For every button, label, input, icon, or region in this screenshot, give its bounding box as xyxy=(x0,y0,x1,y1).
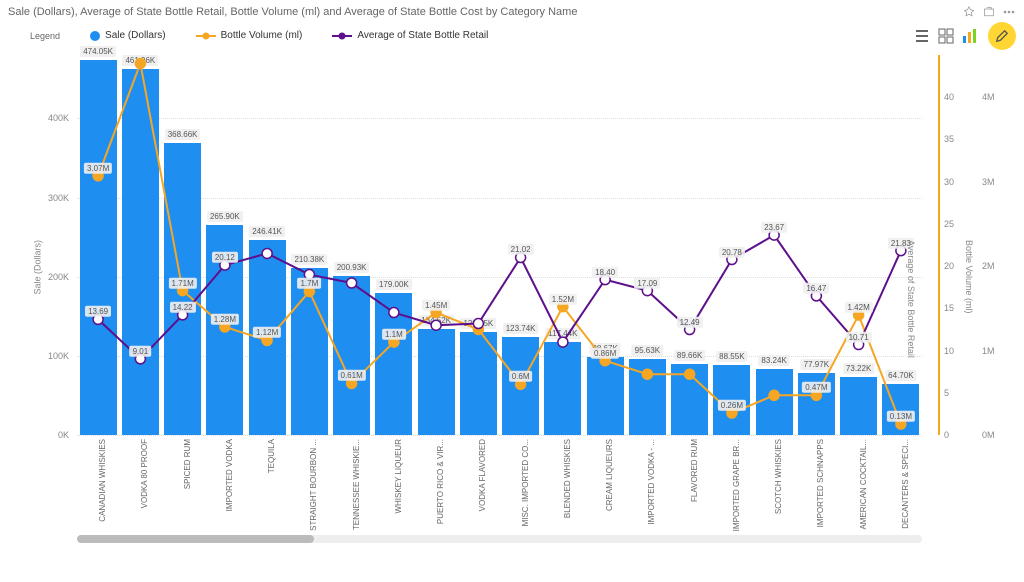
x-axis: CANADIAN WHISKIES VODKA 80 PROOF SPICED RU… xyxy=(77,437,922,532)
line-overlay xyxy=(77,55,922,435)
chart-title: Sale (Dollars), Average of State Bottle … xyxy=(8,6,577,18)
export-icon[interactable] xyxy=(982,5,996,19)
y-axis-right1-title: Average of State Bottle Retail xyxy=(906,240,916,358)
grid-view-icon[interactable] xyxy=(936,26,956,46)
y-tick: 0K xyxy=(58,430,69,440)
y-tick: 1M xyxy=(982,346,995,356)
x-tick-label: MISC. IMPORTED CO... xyxy=(521,439,530,526)
legend-swatch-icon xyxy=(90,31,100,41)
y-tick: 15 xyxy=(944,303,954,313)
x-tick-label: WHISKEY LIQUEUR xyxy=(394,439,403,514)
legend-swatch-icon xyxy=(332,35,352,37)
pin-icon[interactable] xyxy=(962,5,976,19)
x-tick-label: SPICED RUM xyxy=(183,439,192,489)
legend-text: Bottle Volume (ml) xyxy=(221,30,303,41)
x-tick-label: CANADIAN WHISKIES xyxy=(98,439,107,522)
chart-area: 0K 100K 200K 300K 400K Sale (Dollars) 474.05… xyxy=(2,45,1022,545)
y-tick: 25 xyxy=(944,219,954,229)
y-axis-right-retail: 0510152025303540 xyxy=(942,55,980,435)
legend-text: Average of State Bottle Retail xyxy=(357,30,488,41)
y-tick: 200K xyxy=(48,272,69,282)
x-tick-label: IMPORTED VODKA xyxy=(225,439,234,511)
legend-swatch-icon xyxy=(196,35,216,37)
y-tick: 40 xyxy=(944,92,954,102)
x-tick-label: VODKA FLAVORED xyxy=(478,439,487,511)
x-tick-label: PUERTO RICO & VIR... xyxy=(436,439,445,524)
x-tick-label: STRAIGHT BOURBON ... xyxy=(309,439,318,531)
x-tick-label: CREAM LIQUEURS xyxy=(605,439,614,511)
y-tick: 35 xyxy=(944,134,954,144)
y-axis-right2-title: Bottle Volume (ml) xyxy=(964,240,974,314)
y-tick: 20 xyxy=(944,261,954,271)
legend-item-sale[interactable]: Sale (Dollars) xyxy=(90,30,166,41)
x-tick-label: IMPORTED VODKA - ... xyxy=(647,439,656,525)
y-tick: 5 xyxy=(944,388,949,398)
y-axis-left-title: Sale (Dollars) xyxy=(32,240,42,295)
y-tick: 3M xyxy=(982,177,995,187)
legend-item-retail[interactable]: Average of State Bottle Retail xyxy=(332,30,488,41)
more-icon[interactable] xyxy=(1002,5,1016,19)
x-tick-label: DECANTERS & SPECI... xyxy=(901,439,910,529)
y-tick: 4M xyxy=(982,92,995,102)
x-tick-label: IMPORTED GRAPE BR... xyxy=(732,439,741,531)
legend-item-volume[interactable]: Bottle Volume (ml) xyxy=(196,30,303,41)
plot-area: 474.05K461.96K368.66K265.90K246.41K210.3… xyxy=(77,55,922,435)
legend-label: Legend xyxy=(30,31,60,41)
x-tick-label: TEQUILA xyxy=(267,439,276,473)
y-tick: 0 xyxy=(944,430,949,440)
legend-text: Sale (Dollars) xyxy=(105,30,166,41)
x-tick-label: TENNESSEE WHISKIE... xyxy=(352,439,361,530)
x-tick-label: BLENDED WHISKIES xyxy=(563,439,572,518)
y-tick: 30 xyxy=(944,177,954,187)
y-tick: 100K xyxy=(48,351,69,361)
x-tick-label: FLAVORED RUM xyxy=(690,439,699,502)
horizontal-scrollbar[interactable] xyxy=(77,535,922,543)
x-tick-label: VODKA 80 PROOF xyxy=(140,439,149,508)
y-tick: 10 xyxy=(944,346,954,356)
y-tick: 0M xyxy=(982,430,995,440)
x-tick-label: AMERICAN COCKTAIL... xyxy=(859,439,868,530)
x-tick-label: SCOTCH WHISKIES xyxy=(774,439,783,514)
x-tick-label: IMPORTED SCHNAPPS xyxy=(816,439,825,527)
y-tick: 400K xyxy=(48,113,69,123)
y-axis-right-volume: 0M1M2M3M4M xyxy=(980,55,1018,435)
chart-view-icon[interactable] xyxy=(960,26,980,46)
scrollbar-thumb[interactable] xyxy=(77,535,314,543)
y-tick: 2M xyxy=(982,261,995,271)
y-tick: 300K xyxy=(48,193,69,203)
list-view-icon[interactable] xyxy=(912,26,932,46)
